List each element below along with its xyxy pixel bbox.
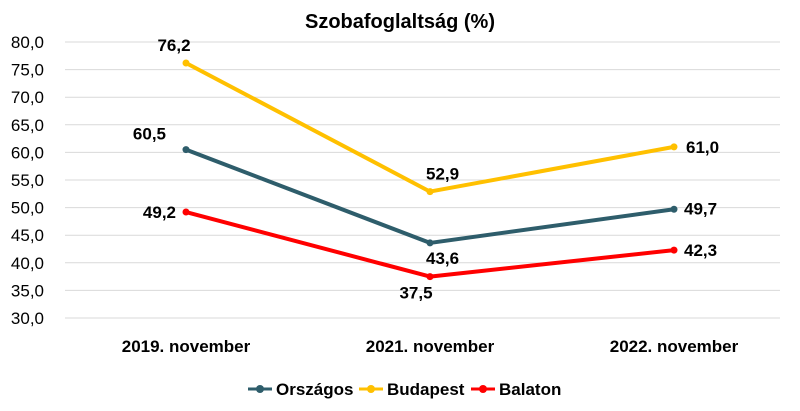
data-label: 43,6	[426, 249, 459, 268]
data-label: 49,7	[684, 199, 717, 218]
y-axis-ticks: 30,0 35,0 40,0 45,0 50,0 55,0 60,0 65,0 70,0 75,0…	[11, 33, 44, 328]
y-tick-label: 45,0	[11, 226, 44, 245]
y-tick-label: 30,0	[11, 309, 44, 328]
x-tick-label: 2022. november	[610, 337, 739, 356]
x-tick-label: 2019. november	[122, 337, 251, 356]
y-tick-label: 80,0	[11, 33, 44, 52]
data-point	[182, 208, 190, 216]
data-label: 37,5	[399, 284, 432, 303]
y-tick-label: 35,0	[11, 281, 44, 300]
data-point	[670, 143, 678, 151]
data-point	[182, 146, 190, 154]
data-label: 42,3	[684, 241, 717, 260]
y-tick-label: 75,0	[11, 61, 44, 80]
data-point	[426, 239, 434, 247]
legend-marker	[256, 385, 264, 393]
chart-title: Szobafoglaltság (%)	[305, 11, 495, 33]
data-point	[182, 59, 190, 67]
y-tick-label: 40,0	[11, 254, 44, 273]
legend-label: Balaton	[499, 380, 561, 399]
y-tick-label: 50,0	[11, 199, 44, 218]
data-label: 60,5	[133, 125, 166, 144]
y-tick-label: 70,0	[11, 88, 44, 107]
series-lines	[182, 59, 678, 281]
x-axis-ticks: 2019. november 2021. november 2022. novemb…	[122, 337, 739, 356]
y-tick-label: 55,0	[11, 171, 44, 190]
data-label: 52,9	[426, 165, 459, 184]
data-point	[426, 188, 434, 196]
data-labels: 60,5 43,6 49,7 76,2 52,9 61,0 49,2 37,5 42,3	[133, 36, 719, 303]
legend-label: Budapest	[387, 380, 465, 399]
data-label: 76,2	[157, 36, 190, 55]
data-label: 49,2	[143, 203, 176, 222]
data-point	[670, 246, 678, 254]
data-point	[426, 273, 434, 281]
legend-marker	[479, 385, 487, 393]
y-tick-label: 65,0	[11, 116, 44, 135]
x-tick-label: 2021. november	[366, 337, 495, 356]
data-label: 61,0	[686, 138, 719, 157]
legend-label: Országos	[276, 380, 353, 399]
data-point	[670, 205, 678, 213]
legend: Országos Budapest Balaton	[248, 380, 561, 399]
y-tick-label: 60,0	[11, 143, 44, 162]
legend-marker	[367, 385, 375, 393]
